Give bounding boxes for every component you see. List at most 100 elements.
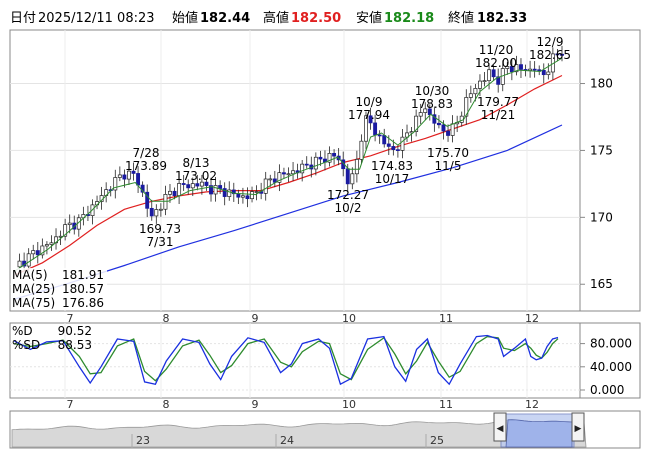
candle-up [26, 253, 31, 267]
candle-down [436, 122, 441, 126]
high-label: 高値 [263, 10, 289, 26]
annotation-date: 8/13 [183, 156, 210, 170]
candle-down [195, 183, 200, 187]
annotation-date: 12/9 [537, 35, 564, 49]
candle-up [63, 224, 68, 237]
navigator-right-handle-box[interactable] [571, 412, 585, 442]
candle-down [122, 174, 127, 180]
candle-up [291, 170, 296, 175]
candle-up [40, 245, 45, 256]
candle-up [300, 163, 305, 174]
candle-up [400, 136, 405, 151]
range-navigator[interactable]: ◀ ▶ 23 24 25 [9, 410, 641, 449]
candle-down [136, 173, 141, 186]
candle-up [514, 64, 519, 73]
annotation-date: 10/17 [375, 172, 410, 186]
candle-down [555, 53, 560, 56]
candle-down [519, 64, 523, 70]
navigator-year-25: 25 [430, 434, 444, 447]
ma25-legend-label: MA(25) [12, 282, 55, 296]
right-arrow-icon[interactable]: ▶ [575, 424, 582, 434]
candle-up [168, 190, 172, 195]
candle-up [240, 195, 245, 198]
month-label: 11 [439, 398, 453, 411]
candle-down [222, 188, 227, 197]
candle-up [268, 178, 273, 181]
candle-down [332, 152, 337, 157]
candle-up [423, 108, 428, 113]
close-value: 182.33 [477, 11, 527, 26]
annotation-price: 175.70 [427, 146, 469, 160]
month-label: 10 [342, 398, 356, 411]
candle-down [181, 183, 186, 185]
candle-down [281, 172, 286, 175]
date-label: 日付 [10, 11, 36, 26]
candle-up [158, 208, 163, 211]
price-tick-label: 180 [590, 77, 613, 91]
open-label: 始値 [172, 10, 198, 26]
candle-down [172, 190, 177, 196]
candle-up [473, 88, 478, 95]
candle-up [478, 80, 482, 89]
ma75-legend-value: 176.86 [62, 296, 104, 310]
candle-down [532, 68, 537, 71]
candle-up [250, 191, 254, 200]
high-value: 182.50 [291, 11, 341, 26]
annotation-date: 11/5 [435, 159, 462, 173]
candle-down [491, 69, 496, 78]
price-tick-label: 175 [590, 143, 613, 157]
annotation-price: 178.83 [411, 97, 453, 111]
candle-up [414, 115, 419, 132]
low-label: 安値 [356, 10, 382, 26]
navigator-year-ticks [131, 434, 427, 448]
close-label: 終値 [448, 10, 474, 26]
pct-sd-line [13, 335, 559, 382]
pct-sd-legend-value: 88.53 [58, 338, 92, 352]
stochastic-axis-ticks: 0.000 40.000 80.000 [580, 337, 632, 397]
candle-up [286, 173, 291, 176]
ma75-legend-label: MA(75) [12, 296, 55, 310]
candle-down [231, 189, 236, 195]
candle-down [386, 143, 391, 147]
candle-down [446, 130, 450, 136]
candle-down [245, 195, 250, 200]
candle-up [350, 173, 355, 185]
candle-down [186, 184, 191, 189]
candle-up [67, 222, 72, 225]
candle-down [204, 181, 209, 186]
candle-down [541, 69, 546, 76]
candle-up [213, 185, 218, 195]
stochastic-panel: 0.000 40.000 80.000 %D 90.52 %SD 88.53 [9, 322, 641, 399]
candle-up [190, 183, 195, 189]
candle-down [236, 193, 241, 198]
candle-down [209, 185, 213, 195]
candle-down [345, 168, 350, 185]
navigator-left-handle[interactable]: ◀ [493, 412, 507, 442]
price-tick-label: 165 [590, 277, 613, 291]
candle-down [377, 134, 382, 137]
annotation-date: 10/2 [335, 201, 362, 215]
annotation-date: 7/31 [147, 235, 174, 249]
left-arrow-icon[interactable]: ◀ [497, 424, 504, 434]
month-label: 9 [252, 312, 259, 325]
pct-sd-legend-label: %SD [12, 338, 40, 352]
candle-down [218, 185, 223, 189]
candle-up [17, 260, 22, 268]
navigator-right-handle[interactable]: ▶ [571, 412, 585, 442]
annotation-price: 172.27 [327, 188, 369, 202]
navigator-left-handle-box[interactable] [493, 412, 507, 442]
annotation-price: 182.65 [529, 48, 571, 62]
annotation-date: 7/28 [133, 146, 160, 160]
pct-d-legend-value: 90.52 [58, 324, 92, 338]
candle-down [560, 53, 564, 56]
pct-d-line [13, 334, 559, 386]
pct-d-legend-label: %D [12, 324, 33, 338]
candle-down [131, 170, 136, 174]
annotation-price: 182.00 [475, 56, 517, 70]
month-label: 9 [252, 398, 259, 411]
annotation-price: 174.83 [371, 159, 413, 173]
ma5-legend-label: MA(5) [12, 268, 48, 282]
candle-down [496, 76, 501, 85]
candlesticks [17, 45, 564, 275]
